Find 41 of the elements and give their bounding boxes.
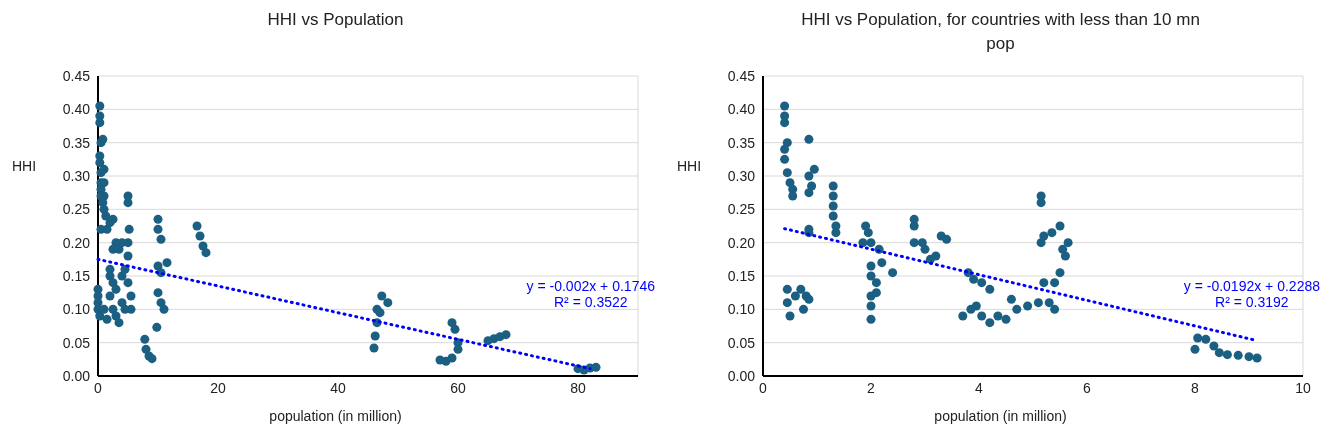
y-tick-label: 0.35 [727, 134, 756, 151]
y-tick-label: 0.30 [727, 167, 756, 184]
y-tick-label: 0.00 [727, 367, 756, 384]
y-tick-label: 0.05 [62, 334, 91, 351]
chart-title: HHI vs Population [266, 9, 405, 31]
x-tick-label: 10 [1295, 380, 1311, 396]
x-tick-label: 6 [1083, 380, 1091, 396]
y-axis-title: HHI [677, 158, 702, 174]
y-tick-label: 0.20 [727, 234, 756, 251]
y-tick-label: 0.00 [62, 367, 91, 384]
x-tick-label: 60 [450, 380, 466, 396]
x-tick-label: 0 [94, 380, 102, 396]
y-tick-label: 0.15 [62, 267, 91, 284]
y-tick-label: 0.45 [727, 67, 756, 84]
y-tick-label: 0.45 [62, 67, 91, 84]
y-tick-label: 0.35 [62, 134, 91, 151]
y-tick-label: 0.05 [727, 334, 756, 351]
x-tick-label: 8 [1191, 380, 1199, 396]
y-tick-label: 0.40 [727, 101, 756, 118]
y-tick-label: 0.30 [62, 167, 91, 184]
chart-title: HHI vs Population, for countries with less than 10 mn pop [800, 9, 1201, 55]
y-axis-title: HHI [12, 158, 37, 174]
y-tick-label: 0.10 [62, 301, 91, 318]
annotation: R² = 0.3192 [1214, 294, 1290, 310]
x-tick-label: 20 [210, 380, 226, 396]
x-axis-title: population (in million) [933, 408, 1068, 424]
y-tick-label: 0.40 [62, 101, 91, 118]
x-tick-label: 4 [975, 380, 983, 396]
y-tick-label: 0.20 [62, 234, 91, 251]
y-tick-label: 0.25 [727, 201, 756, 218]
x-tick-label: 2 [867, 380, 875, 396]
y-tick-label: 0.15 [727, 267, 756, 284]
x-tick-label: 0 [759, 380, 767, 396]
y-tick-label: 0.25 [62, 201, 91, 218]
annotation: R² = 0.3522 [553, 294, 629, 310]
x-tick-label: 80 [570, 380, 586, 396]
x-axis-title: population (in million) [268, 408, 403, 424]
x-tick-label: 40 [330, 380, 346, 396]
y-tick-label: 0.10 [727, 301, 756, 318]
annotation: y = -0.0192x + 0.2288 [1183, 278, 1320, 294]
annotation: y = -0.002x + 0.1746 [526, 278, 655, 294]
